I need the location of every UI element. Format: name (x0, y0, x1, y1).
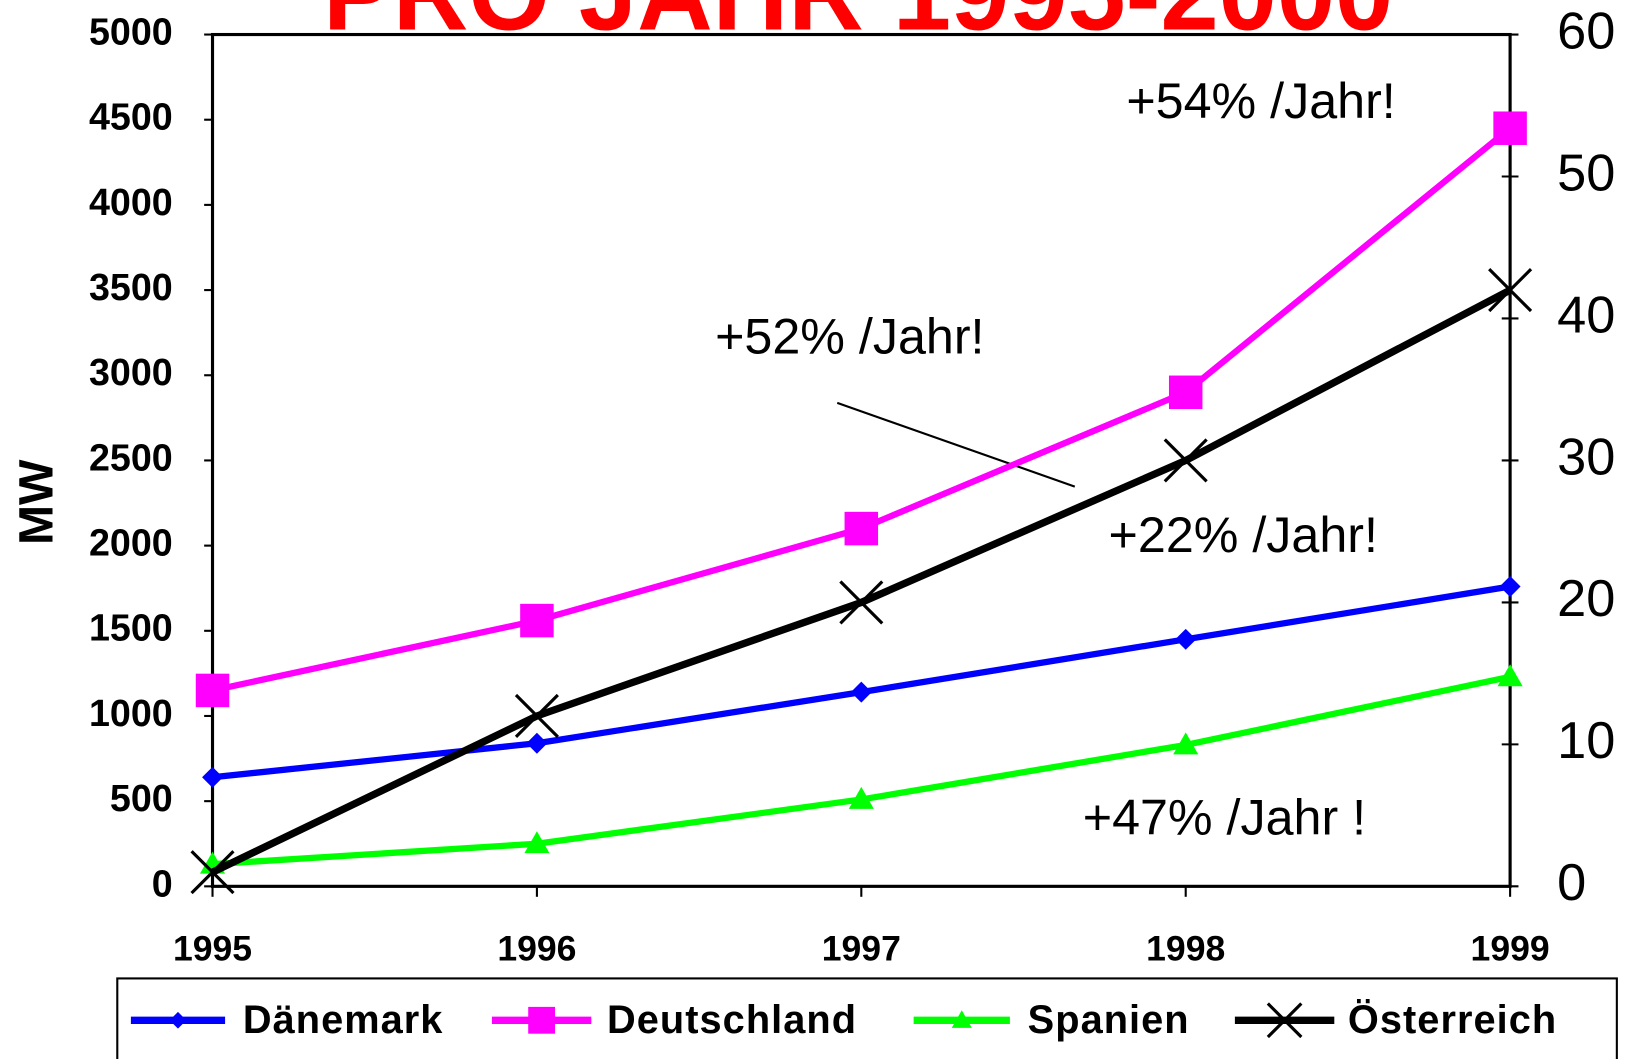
x-tick-label: 1998 (1146, 929, 1225, 969)
legend-label: Österreich (1348, 997, 1557, 1042)
legend (116, 977, 1618, 1059)
y-tick-label: 0 (152, 862, 173, 904)
marker (195, 673, 230, 708)
y2-tick-label: 50 (1557, 144, 1615, 202)
y-tick-label: 500 (110, 777, 173, 819)
marker (526, 732, 548, 754)
y-tick-label: 2000 (89, 522, 173, 564)
y-tick-label: 3000 (89, 351, 173, 393)
marker (1497, 664, 1523, 687)
y-tick-label: 1500 (89, 607, 173, 649)
legend-marker (169, 1011, 187, 1029)
marker (1163, 438, 1208, 483)
y2-tick-label: 20 (1557, 570, 1615, 628)
marker (1493, 111, 1527, 145)
legend-label: Deutschland (607, 998, 857, 1042)
marker (1175, 628, 1197, 650)
annotation: +52% /Jahr! (715, 308, 984, 364)
series-line (210, 286, 1512, 876)
legend-marker (1266, 1002, 1303, 1039)
marker (520, 603, 554, 638)
x-tick-label: 1995 (173, 929, 252, 969)
legend-marker (528, 1006, 556, 1034)
chart-title: PRO JAHR 1995-2000 (323, 0, 1393, 53)
y-tick-label: 2500 (89, 436, 173, 478)
legend-marker (951, 1010, 972, 1028)
marker (1499, 576, 1521, 597)
y2-tick-label: 40 (1557, 286, 1615, 344)
marker (850, 681, 872, 703)
x-tick-label: 1996 (497, 929, 576, 969)
x-tick-label: 1999 (1471, 929, 1550, 969)
y-axis-label: MW (10, 459, 64, 545)
marker (1168, 375, 1203, 410)
marker (848, 786, 874, 809)
annotation: +22% /Jahr! (1109, 507, 1378, 563)
marker (202, 766, 223, 788)
annotation-pointer (836, 401, 1076, 488)
marker (190, 850, 235, 895)
marker (844, 511, 879, 546)
x-tick-label: 1997 (822, 929, 901, 969)
y2-tick-label: 10 (1557, 712, 1615, 770)
marker (1173, 732, 1199, 755)
legend-label: Dänemark (243, 998, 444, 1042)
marker (514, 693, 559, 739)
y-tick-label: 4000 (89, 181, 173, 223)
y2-tick-label: 0 (1557, 854, 1586, 912)
legend-label: Spanien (1028, 998, 1190, 1042)
marker (1488, 268, 1533, 313)
y-tick-label: 1000 (89, 692, 173, 734)
annotation: +54% /Jahr! (1126, 73, 1395, 129)
y-tick-label: 5000 (89, 10, 173, 52)
y-tick-label: 4500 (89, 96, 173, 138)
y2-tick-label: 60 (1557, 2, 1615, 60)
marker (524, 831, 550, 854)
y2-tick-label: 30 (1557, 428, 1615, 486)
y-tick-label: 3500 (89, 266, 173, 308)
annotation: +47% /Jahr ! (1083, 790, 1366, 846)
marker (839, 580, 884, 625)
